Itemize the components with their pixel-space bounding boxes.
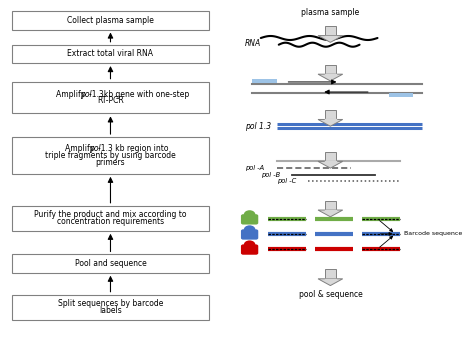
Text: concentration requirements: concentration requirements [57,217,164,226]
FancyBboxPatch shape [325,269,336,279]
Text: Barcode sequence: Barcode sequence [404,232,463,236]
FancyBboxPatch shape [325,65,336,74]
Text: Split sequences by barcode: Split sequences by barcode [58,299,163,308]
Text: Amplify pol-1.3kb gene with one-step: Amplify pol-1.3kb gene with one-step [39,90,182,99]
Text: -1.3kb gene with one-step: -1.3kb gene with one-step [89,90,190,99]
FancyBboxPatch shape [12,81,209,114]
FancyBboxPatch shape [12,295,209,320]
FancyBboxPatch shape [12,137,209,174]
FancyBboxPatch shape [12,45,209,63]
Text: pol 1.3: pol 1.3 [245,122,271,131]
FancyBboxPatch shape [325,201,336,210]
Text: -1.3 kb region into: -1.3 kb region into [98,144,169,153]
Text: pol -A: pol -A [245,165,264,171]
Text: Amplify pol-1.3kb gene with one-step: Amplify pol-1.3kb gene with one-step [39,90,182,99]
Polygon shape [318,279,343,285]
Text: RNA: RNA [245,39,261,47]
Text: pol -C: pol -C [276,178,296,184]
Circle shape [244,225,255,234]
Text: triple fragments by using barcode: triple fragments by using barcode [45,151,176,160]
Polygon shape [318,161,343,168]
Text: plasma sample: plasma sample [301,8,359,17]
Text: Collect plasma sample: Collect plasma sample [67,16,154,25]
Text: pol: pol [89,144,101,153]
Text: Amplify pol-1.3 kb region into: Amplify pol-1.3 kb region into [54,144,167,153]
Text: RT-PCR: RT-PCR [97,97,124,105]
Text: primers: primers [96,158,125,167]
Text: Pool and sequence: Pool and sequence [74,259,146,268]
Polygon shape [318,210,343,217]
FancyBboxPatch shape [12,11,209,30]
Polygon shape [318,74,343,81]
FancyBboxPatch shape [389,93,413,98]
Circle shape [244,240,255,249]
FancyBboxPatch shape [325,152,336,161]
FancyBboxPatch shape [325,110,336,119]
FancyBboxPatch shape [241,229,258,240]
FancyBboxPatch shape [325,26,336,35]
FancyBboxPatch shape [12,254,209,273]
Text: pol -B: pol -B [261,172,280,178]
Text: pol: pol [80,90,91,99]
Text: Amplify: Amplify [55,90,87,99]
Text: Extract total viral RNA: Extract total viral RNA [67,49,154,58]
Text: pool & sequence: pool & sequence [299,290,362,299]
FancyBboxPatch shape [252,79,276,83]
FancyBboxPatch shape [12,206,209,231]
Text: Amplify pol-1.3 kb region into: Amplify pol-1.3 kb region into [54,144,167,153]
Circle shape [244,210,255,219]
Text: Amplify: Amplify [65,144,96,153]
FancyBboxPatch shape [241,244,258,255]
FancyBboxPatch shape [241,214,258,224]
Text: Purify the product and mix according to: Purify the product and mix according to [34,210,187,220]
Text: labels: labels [99,306,122,315]
Polygon shape [318,119,343,126]
Polygon shape [318,35,343,42]
